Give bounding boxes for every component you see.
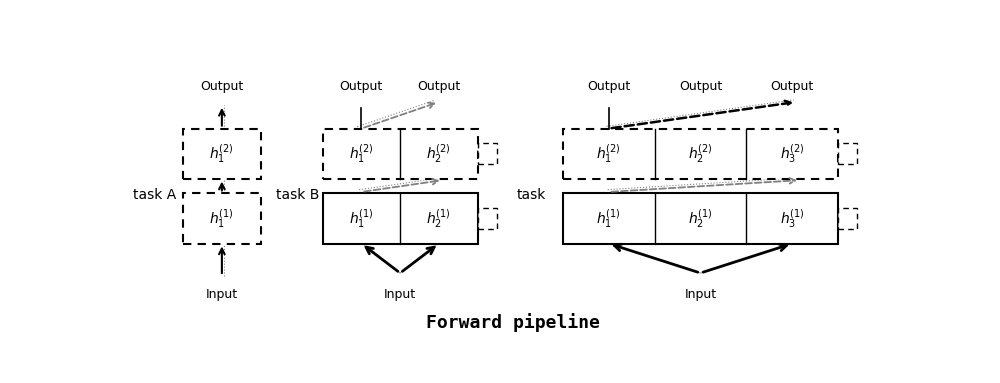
- Text: $h_2^{(1)}$: $h_2^{(1)}$: [688, 207, 713, 230]
- Bar: [183, 193, 261, 244]
- Text: Output: Output: [340, 80, 383, 93]
- Text: task: task: [516, 188, 546, 202]
- Text: $h_2^{(2)}$: $h_2^{(2)}$: [426, 142, 451, 165]
- Text: Output: Output: [587, 80, 630, 93]
- Text: Output: Output: [679, 80, 722, 93]
- Text: Input: Input: [206, 288, 238, 301]
- Bar: [478, 208, 497, 229]
- Text: task B: task B: [276, 188, 320, 202]
- Text: Input: Input: [384, 288, 416, 301]
- Text: Forward pipeline: Forward pipeline: [426, 313, 600, 332]
- Bar: [478, 143, 497, 164]
- Bar: [183, 129, 261, 178]
- Text: $h_3^{(2)}$: $h_3^{(2)}$: [780, 142, 805, 165]
- Text: $h_1^{(2)}$: $h_1^{(2)}$: [596, 142, 621, 165]
- Text: Input: Input: [684, 288, 716, 301]
- Text: task A: task A: [133, 188, 176, 202]
- Bar: [323, 129, 478, 178]
- Text: $h_3^{(1)}$: $h_3^{(1)}$: [780, 207, 805, 230]
- Text: $h_1^{(2)}$: $h_1^{(2)}$: [209, 142, 234, 165]
- Bar: [838, 143, 857, 164]
- Text: $h_1^{(1)}$: $h_1^{(1)}$: [209, 207, 234, 230]
- Bar: [323, 193, 478, 244]
- Text: Output: Output: [200, 80, 244, 93]
- Text: Output: Output: [417, 80, 460, 93]
- Bar: [838, 208, 857, 229]
- Text: Output: Output: [771, 80, 814, 93]
- Bar: [563, 193, 838, 244]
- Text: $h_1^{(1)}$: $h_1^{(1)}$: [349, 207, 374, 230]
- Text: $h_2^{(1)}$: $h_2^{(1)}$: [426, 207, 451, 230]
- Bar: [563, 129, 838, 178]
- Text: $h_2^{(2)}$: $h_2^{(2)}$: [688, 142, 713, 165]
- Text: $h_1^{(2)}$: $h_1^{(2)}$: [349, 142, 374, 165]
- Text: $h_1^{(1)}$: $h_1^{(1)}$: [596, 207, 621, 230]
